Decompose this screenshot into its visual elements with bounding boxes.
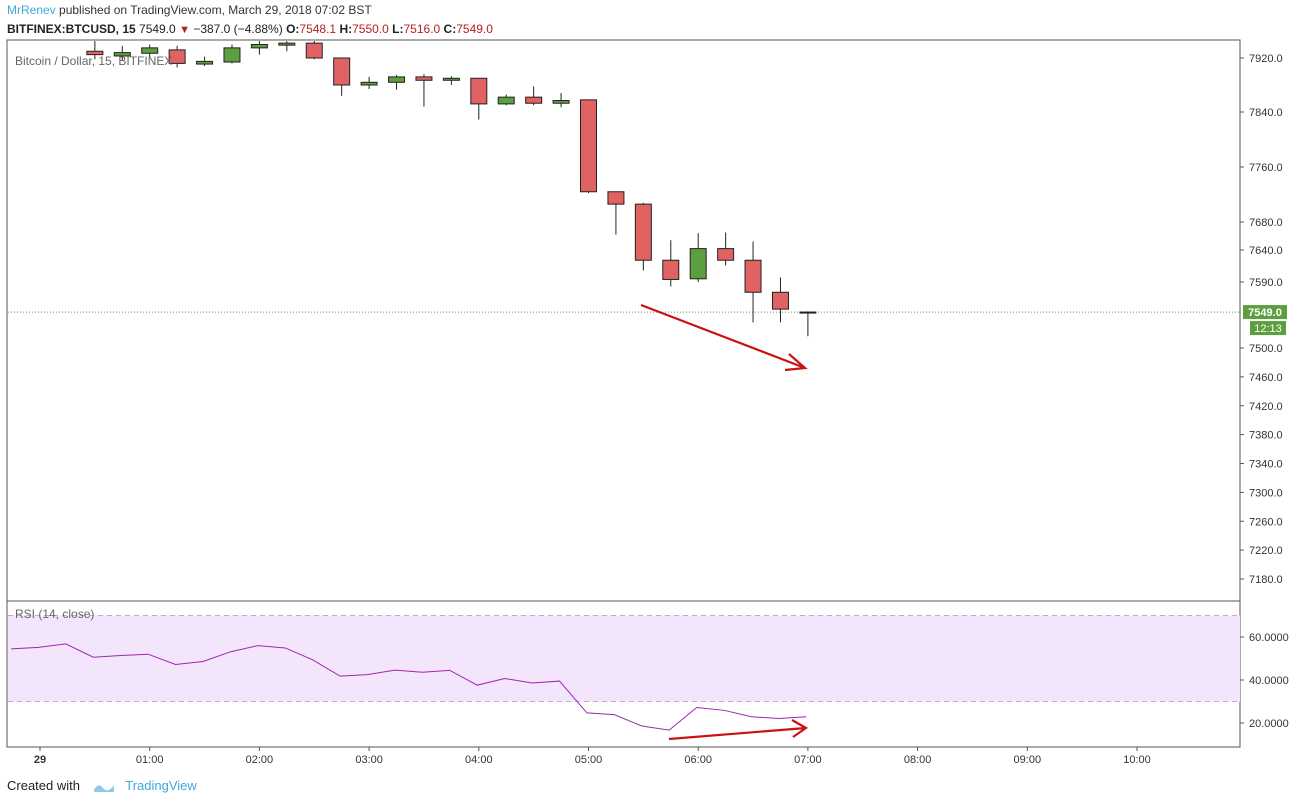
close-label: C:	[443, 22, 457, 36]
price-tick-label: 7460.0	[1249, 372, 1283, 384]
symbol-info-line: BITFINEX:BTCUSD, 15 7549.0 ▼ −387.0 (−4.…	[7, 22, 493, 36]
published-text: published on TradingView.com, March 29, …	[59, 3, 372, 17]
price-tick-label: 7420.0	[1249, 401, 1283, 413]
candle-body[interactable]	[525, 96, 543, 104]
time-tick-label: 29	[34, 754, 46, 766]
chart-frame	[6, 39, 1241, 748]
candle-body[interactable]	[223, 47, 241, 63]
candle-body[interactable]	[662, 259, 680, 280]
last-price: 7549.0	[139, 22, 176, 36]
candle-body[interactable]	[250, 44, 268, 49]
candle-body[interactable]	[497, 96, 515, 105]
price-change: −387.0 (−4.88%)	[193, 22, 283, 36]
high-label: H:	[339, 22, 353, 36]
candle-body[interactable]	[442, 77, 460, 81]
candle-body[interactable]	[86, 50, 104, 56]
rsi-up-arrow[interactable]	[668, 719, 809, 741]
low-label: L:	[392, 22, 404, 36]
countdown-tag	[1250, 321, 1286, 336]
price-tick-label: 7220.0	[1249, 545, 1283, 557]
main-chart-title: Bitcoin / Dollar, 15, BITFINEX	[15, 54, 172, 68]
candle-body[interactable]	[388, 76, 406, 83]
close-value: 7549.0	[456, 22, 493, 36]
price-tick-label: 7380.0	[1249, 430, 1283, 442]
candle-body[interactable]	[689, 248, 707, 280]
open-label: O:	[286, 22, 300, 36]
time-tick-label: 02:00	[246, 754, 274, 766]
price-tick-label: 7840.0	[1249, 107, 1283, 119]
tradingview-link[interactable]: TradingView	[125, 778, 197, 793]
candle-body[interactable]	[771, 291, 789, 310]
last-price-tag	[1243, 305, 1287, 320]
candle-body[interactable]	[717, 248, 735, 261]
time-axis[interactable]: 29 01:00 02:00 03:00 04:00 05:00 06:00 07:00 08:…	[34, 747, 1151, 766]
price-tick-label: 7340.0	[1249, 459, 1283, 471]
candle-body[interactable]	[470, 77, 488, 105]
candles	[86, 41, 817, 337]
candle-body[interactable]	[113, 52, 131, 57]
price-tick-label: 7760.0	[1249, 162, 1283, 174]
candle-body[interactable]	[333, 57, 351, 86]
rsi-band	[8, 615, 1240, 702]
time-tick-label: 06:00	[684, 754, 712, 766]
created-with-text: Created with	[7, 778, 80, 793]
candle-body[interactable]	[196, 60, 214, 65]
price-tick-label: 7300.0	[1249, 487, 1283, 499]
time-tick-label: 07:00	[794, 754, 822, 766]
price-tick-label: 7260.0	[1249, 516, 1283, 528]
rsi-title: RSI (14, close)	[15, 607, 94, 621]
price-axis[interactable]: 7920.0 7840.0 7760.0 7680.0 7640.0 7590.0 7500…	[1240, 53, 1283, 586]
symbol-label: BITFINEX:BTCUSD, 15	[7, 22, 136, 36]
time-tick-label: 01:00	[136, 754, 164, 766]
candle-body[interactable]	[415, 76, 433, 81]
time-tick-label: 09:00	[1014, 754, 1042, 766]
candle-body[interactable]	[744, 259, 762, 293]
candle-body[interactable]	[552, 100, 570, 104]
rsi-tick-label: 40.0000	[1249, 675, 1289, 687]
candle-body[interactable]	[607, 191, 625, 205]
rsi-tick-label: 20.0000	[1249, 718, 1289, 730]
candle-body[interactable]	[799, 311, 817, 314]
low-value: 7516.0	[403, 22, 441, 36]
countdown-text: 12:13	[1254, 323, 1282, 335]
price-tick-label: 7640.0	[1249, 245, 1283, 257]
tradingview-logo-icon	[93, 784, 114, 792]
open-value: 7548.1	[299, 22, 337, 36]
price-down-arrow[interactable]	[640, 303, 808, 372]
publish-info: MrRenev published on TradingView.com, Ma…	[7, 3, 372, 17]
author-link[interactable]: MrRenev	[7, 3, 56, 17]
rsi-axis[interactable]: 60.0000 40.0000 20.0000	[1240, 632, 1289, 730]
price-tick-label: 7920.0	[1249, 53, 1283, 65]
candle-body[interactable]	[168, 49, 186, 64]
rsi-tick-label: 60.0000	[1249, 632, 1289, 644]
time-tick-label: 05:00	[575, 754, 603, 766]
price-tick-label: 7180.0	[1249, 574, 1283, 586]
time-tick-label: 04:00	[465, 754, 493, 766]
time-tick-label: 03:00	[355, 754, 383, 766]
price-tick-label: 7500.0	[1249, 343, 1283, 355]
price-tick-label: 7590.0	[1249, 277, 1283, 289]
footer: Created with TradingView	[7, 778, 197, 794]
candle-body[interactable]	[141, 47, 159, 54]
down-triangle-icon: ▼	[179, 24, 190, 36]
rsi-line	[10, 643, 807, 731]
price-tick-label: 7680.0	[1249, 217, 1283, 229]
candle-body[interactable]	[360, 81, 378, 86]
high-value: 7550.0	[352, 22, 389, 36]
candle-body[interactable]	[278, 42, 296, 46]
time-tick-label: 10:00	[1123, 754, 1151, 766]
time-tick-label: 08:00	[904, 754, 932, 766]
last-price-tag-text: 7549.0	[1248, 307, 1282, 319]
candle-body[interactable]	[580, 99, 597, 193]
candle-body[interactable]	[305, 42, 323, 59]
candle-body[interactable]	[634, 203, 652, 261]
